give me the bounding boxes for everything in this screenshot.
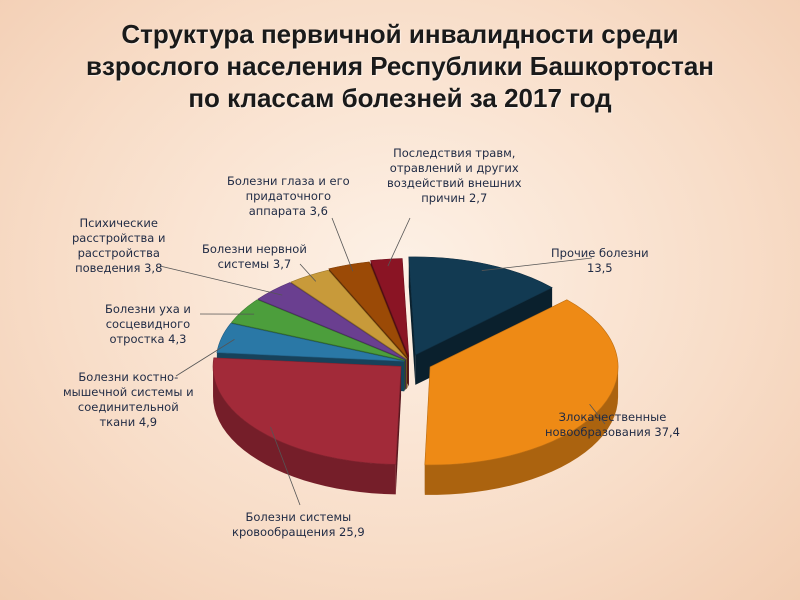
slice-label: Болезни системы кровообращения 25,9 xyxy=(232,510,365,540)
pie-slice xyxy=(328,261,408,359)
pie-slice xyxy=(408,256,553,356)
slice-label-line: 13,5 xyxy=(587,261,613,275)
slice-label-line: воздействий внешних xyxy=(387,176,522,190)
slice-label-line: отростка 4,3 xyxy=(109,332,187,346)
pie-slice xyxy=(290,269,408,360)
slice-label-line: расстройства и xyxy=(72,231,166,245)
slice-label-line: Психические xyxy=(79,216,158,230)
slice-label-line: аппарата 3,6 xyxy=(248,204,328,218)
leader-line xyxy=(299,263,317,282)
slice-label-line: Прочие болезни xyxy=(551,246,649,260)
leader-lines xyxy=(159,217,606,506)
slice-side xyxy=(213,366,396,495)
leader-line xyxy=(270,426,301,506)
slice-label: Злокачественные новообразования 37,4 xyxy=(545,410,680,440)
slice-label-line: новообразования 37,4 xyxy=(545,425,680,439)
pie-slice xyxy=(424,299,619,466)
leader-line xyxy=(481,257,593,271)
slice-wall xyxy=(395,366,402,495)
slice-label-line: поведения 3,8 xyxy=(75,261,163,275)
pie-slice xyxy=(230,299,405,361)
chart-title: Структура первичной инвалидности среди в… xyxy=(0,18,800,114)
slice-label: Последствия травм, отравлений и других воз… xyxy=(387,146,522,206)
slice-label-line: ткани 4,9 xyxy=(99,415,158,429)
slice-label-line: Болезни костно- xyxy=(78,370,179,384)
chart-title-line: Структура первичной инвалидности среди xyxy=(121,19,679,49)
slice-wall xyxy=(408,256,416,385)
leader-line xyxy=(159,265,283,296)
chart-title-line: по классам болезней за 2017 год xyxy=(188,83,612,113)
slice-label-line: Болезни нервной xyxy=(202,242,307,256)
pie-slice xyxy=(212,357,402,465)
leader-line xyxy=(387,217,411,267)
slice-label: Болезни глаза и его придаточного аппарата … xyxy=(227,174,350,219)
slice-label: Болезни костно-мышечной системы и соедини… xyxy=(63,370,194,430)
slice-side xyxy=(424,366,619,495)
slice-label-line: системы 3,7 xyxy=(217,257,292,271)
pie-slice xyxy=(370,258,410,357)
slice-label-line: Болезни уха и xyxy=(105,302,191,316)
leader-line xyxy=(331,217,354,272)
slice-label-line: Болезни глаза и его xyxy=(227,174,350,188)
pie-slice xyxy=(216,323,405,362)
slice-label-line: Последствия травм, xyxy=(393,146,516,160)
slice-label-line: причин 2,7 xyxy=(421,191,488,205)
slice-label-line: отравлений и других xyxy=(389,161,519,175)
slice-label-line: мышечной системы и xyxy=(63,385,194,399)
slice-label-line: Болезни системы xyxy=(245,510,352,524)
chart-title-line: взрослого населения Республики Башкортос… xyxy=(86,51,714,81)
slice-label-line: Злокачественные xyxy=(558,410,667,424)
pie-tops xyxy=(212,256,619,466)
slice-label-line: соединительной xyxy=(77,400,179,414)
leader-line xyxy=(175,339,235,377)
slice-label: Болезни уха и сосцевидного отростка 4,3 xyxy=(105,302,191,347)
slice-label-line: расстройства xyxy=(77,246,160,260)
slice-label-line: придаточного xyxy=(245,189,332,203)
slice-label: Психические расстройства и расстройства пов… xyxy=(72,216,165,276)
slice-label: Прочие болезни 13,5 xyxy=(551,246,649,276)
slice-label: Болезни нервной системы 3,7 xyxy=(202,242,307,272)
slice-label-line: кровообращения 25,9 xyxy=(232,525,365,539)
slice-label-line: сосцевидного xyxy=(105,317,191,331)
pie-slice xyxy=(257,282,406,360)
leader-line xyxy=(589,403,606,425)
